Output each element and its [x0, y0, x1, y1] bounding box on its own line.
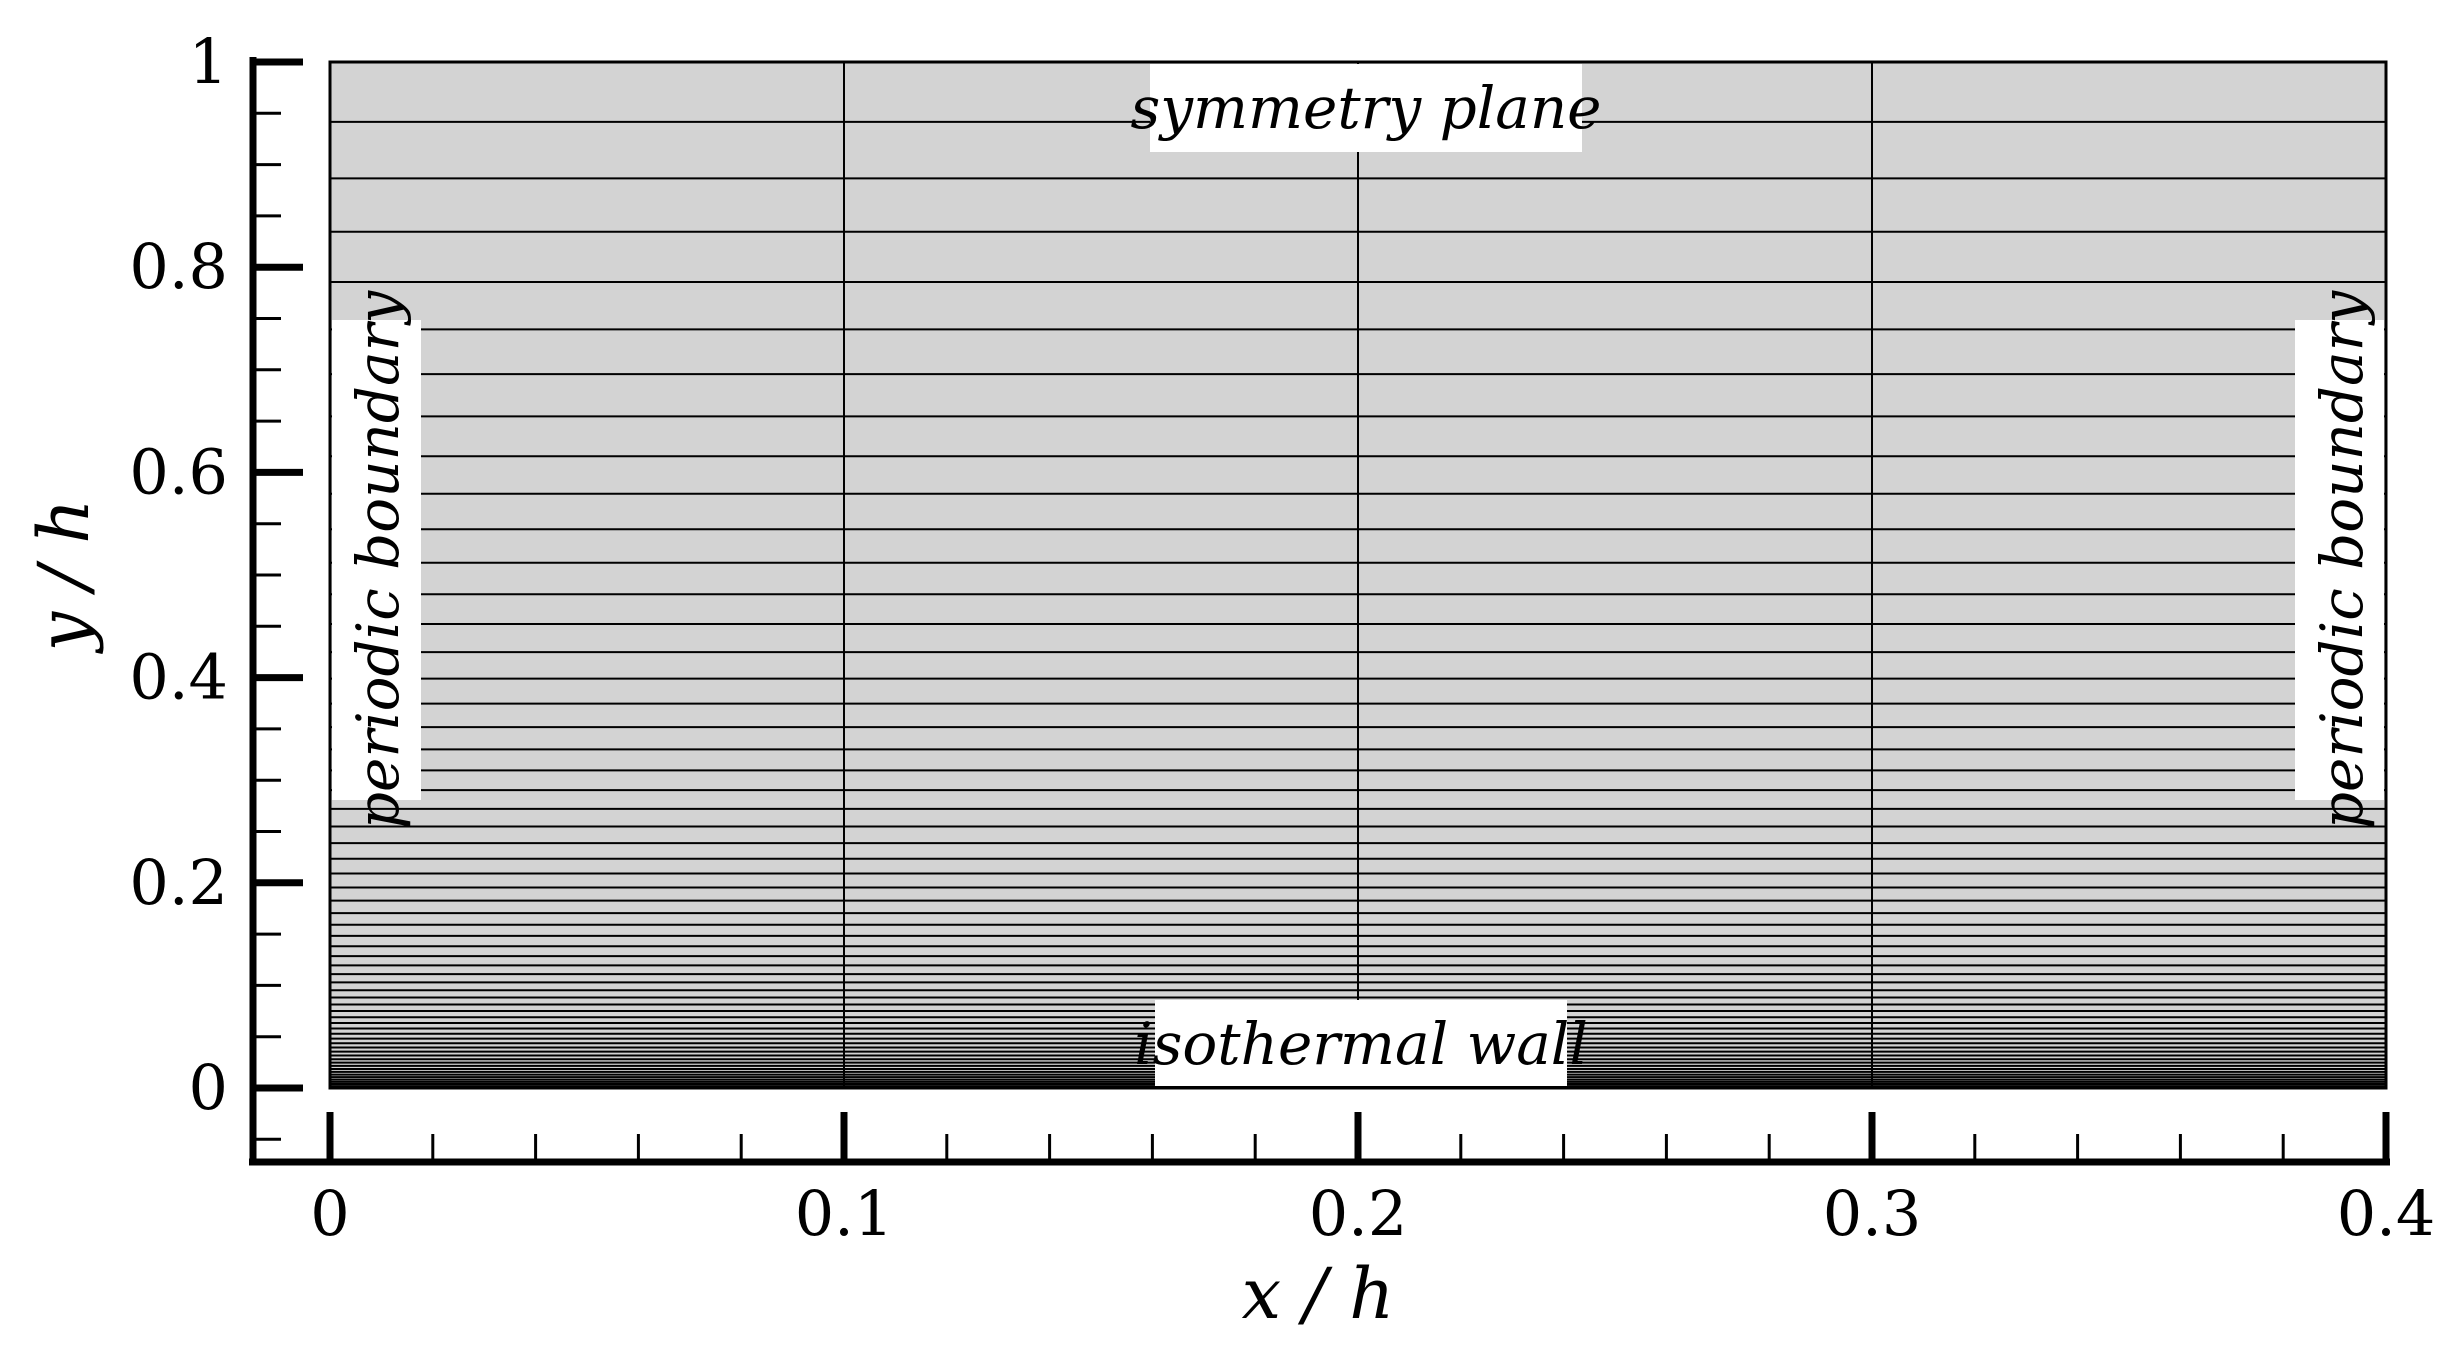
periodic-boundary-left-label: periodic boundary [332, 290, 421, 829]
y-tick-label: 0.4 [129, 641, 228, 714]
y-tick-label: 0 [189, 1051, 228, 1124]
x-tick-label: 0.4 [2337, 1177, 2436, 1250]
domain-outline [328, 60, 2388, 1090]
y-tick-label: 0.8 [129, 230, 228, 303]
x-axis-title: x / h [1242, 1253, 1395, 1335]
periodic-boundary-right-text: periodic boundary [2308, 290, 2376, 829]
y-axis-tick-labels: 0 0.2 0.4 0.6 0.8 1 [129, 25, 228, 1124]
x-axis: 0 0.1 0.2 0.3 0.4 x / h [249, 1112, 2435, 1335]
y-axis-ticks [253, 58, 303, 1141]
y-axis: 0 0.2 0.4 0.6 0.8 1 y / h [23, 25, 303, 1162]
isothermal-wall-label: isothermal wall [1134, 1000, 1588, 1086]
x-tick-label: 0 [310, 1177, 349, 1250]
y-tick-label: 1 [189, 25, 228, 98]
x-tick-label: 0.3 [1823, 1177, 1922, 1250]
periodic-boundary-left-text: periodic boundary [344, 290, 412, 829]
y-tick-label: 0.6 [129, 435, 228, 508]
y-axis-title: y / h [23, 499, 105, 655]
symmetry-plane-text: symmetry plane [1130, 74, 1601, 142]
isothermal-wall-text: isothermal wall [1134, 1010, 1588, 1078]
x-tick-label: 0.1 [795, 1177, 894, 1250]
symmetry-plane-label: symmetry plane [1130, 64, 1602, 152]
periodic-boundary-right-label: periodic boundary [2295, 290, 2384, 829]
x-axis-tick-labels: 0 0.1 0.2 0.3 0.4 [310, 1177, 2435, 1250]
y-tick-label: 0.2 [129, 846, 228, 919]
x-tick-label: 0.2 [1309, 1177, 1408, 1250]
x-axis-ticks [326, 1112, 2390, 1162]
